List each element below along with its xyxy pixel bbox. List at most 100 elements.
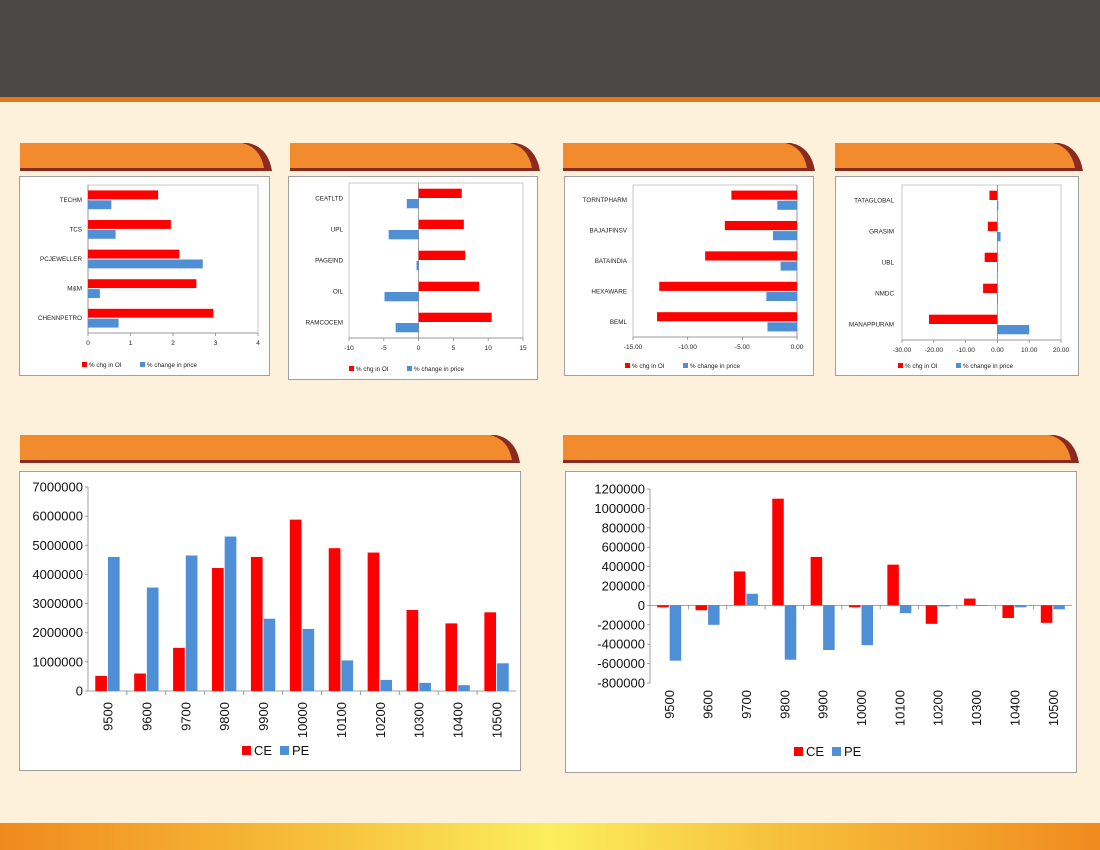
category-label: TATAGLOBAL [854, 198, 894, 205]
bar-price-change [384, 292, 419, 302]
legend-swatch-oi [898, 363, 903, 368]
category-label: 9800 [777, 690, 792, 719]
x-tick-label: 10.00 [1021, 347, 1038, 354]
bar-ce [328, 548, 341, 691]
x-tick-label: -5 [381, 345, 387, 352]
bar-pe [263, 618, 276, 691]
legend-swatch-price [683, 363, 688, 368]
bar-pe [341, 660, 354, 691]
y-tick-label: 600000 [602, 540, 645, 555]
bar-pe [823, 605, 835, 651]
bar-price-change [997, 294, 999, 304]
bar-pe [976, 605, 989, 606]
bar-ce [1040, 605, 1053, 623]
bar-ce [733, 571, 746, 606]
category-label: HEXAWARE [591, 288, 627, 295]
x-tick-label: 0 [417, 345, 421, 352]
category-label: 10200 [373, 702, 388, 738]
bar-ce [964, 598, 976, 606]
section-tab-6 [563, 435, 1079, 463]
section-tab-2 [290, 143, 540, 171]
legend-swatch-oi [625, 363, 630, 368]
y-tick-label: 1200000 [594, 482, 645, 497]
bar-oi-change [724, 220, 797, 231]
bar-oi-change [418, 188, 462, 198]
bar-ce [250, 556, 263, 691]
x-tick-label: 5 [452, 345, 456, 352]
legend-label-pe: PE [292, 743, 310, 758]
bar-pe [107, 556, 120, 691]
chart-6: -800000 -600000 -400000 -200000 0 200000 40000… [565, 471, 1077, 773]
category-label: 10500 [1046, 690, 1061, 726]
bar-pe [861, 605, 874, 646]
y-tick-label: 3000000 [32, 596, 83, 611]
category-label: M&M [67, 286, 82, 293]
category-label: BAJAJFINSV [590, 228, 628, 235]
bar-oi-change [984, 252, 998, 262]
bar-price-change [88, 289, 100, 298]
bar-pe [938, 605, 950, 607]
legend-swatch-price [956, 363, 961, 368]
bar-price-change [88, 259, 203, 269]
category-label: TORNTPHARM [583, 197, 627, 204]
header-accent-line [0, 97, 1100, 102]
bar-ce [695, 605, 708, 611]
bar-oi-change [418, 281, 480, 291]
category-label: OIL [333, 289, 344, 296]
legend-label-ce: CE [254, 743, 272, 758]
bar-ce [95, 675, 107, 691]
x-tick-label: 20.00 [1053, 347, 1070, 354]
bar-pe [146, 587, 159, 691]
bar-ce [173, 647, 185, 691]
y-tick-label: 2000000 [32, 625, 83, 640]
category-label: PCJEWELLER [40, 256, 82, 263]
legend-swatch-ce [794, 747, 803, 756]
legend-swatch-pe [832, 747, 841, 756]
bar-price-change [406, 199, 419, 209]
category-label: 10000 [854, 690, 869, 726]
category-label: 9600 [701, 690, 716, 719]
bar-ce [1002, 605, 1014, 619]
x-tick-label: 0 [86, 340, 90, 347]
category-label: TCS [69, 226, 82, 233]
bar-price-change [997, 263, 999, 273]
legend-label-price: % change in price [690, 363, 741, 370]
section-tab-1 [20, 143, 272, 171]
category-label: 10400 [1007, 690, 1022, 726]
legend-swatch-oi [349, 366, 354, 371]
bar-price-change [777, 200, 797, 210]
category-label: CHENNPETRO [38, 315, 82, 322]
bar-ce [212, 568, 224, 691]
bar-pe [746, 593, 758, 606]
category-label: 10000 [295, 702, 310, 738]
bar-price-change [780, 261, 797, 271]
category-label: UPL [331, 227, 344, 234]
bar-price-change [997, 325, 1030, 335]
bar-oi-change [983, 283, 998, 293]
bar-pe [224, 536, 237, 691]
bar-pe [1014, 605, 1027, 608]
bar-oi-change [989, 190, 998, 200]
legend-label-oi: % chg in OI [632, 363, 665, 370]
legend-swatch-price [140, 362, 145, 367]
x-tick-label: -10.00 [678, 344, 697, 351]
legend-label-pe: PE [844, 744, 862, 759]
bar-price-change [388, 230, 419, 240]
category-label: 9900 [816, 690, 831, 719]
category-label: BEML [610, 319, 628, 326]
bar-ce [406, 609, 419, 691]
bar-ce [848, 605, 861, 608]
section-tab-5 [20, 435, 520, 463]
y-tick-label: -200000 [597, 617, 645, 632]
bar-pe [497, 663, 509, 691]
bar-price-change [88, 229, 116, 239]
bar-price-change [772, 231, 797, 241]
y-tick-label: 0 [76, 684, 83, 699]
legend-label-price: % change in price [414, 366, 465, 373]
legend-label-oi: % chg in OI [89, 362, 122, 369]
x-tick-label: -20.00 [925, 347, 944, 354]
legend-swatch-price [407, 366, 412, 371]
category-label: 9700 [178, 702, 193, 731]
y-tick-label: 1000000 [594, 501, 645, 516]
bar-oi-change [418, 312, 492, 322]
